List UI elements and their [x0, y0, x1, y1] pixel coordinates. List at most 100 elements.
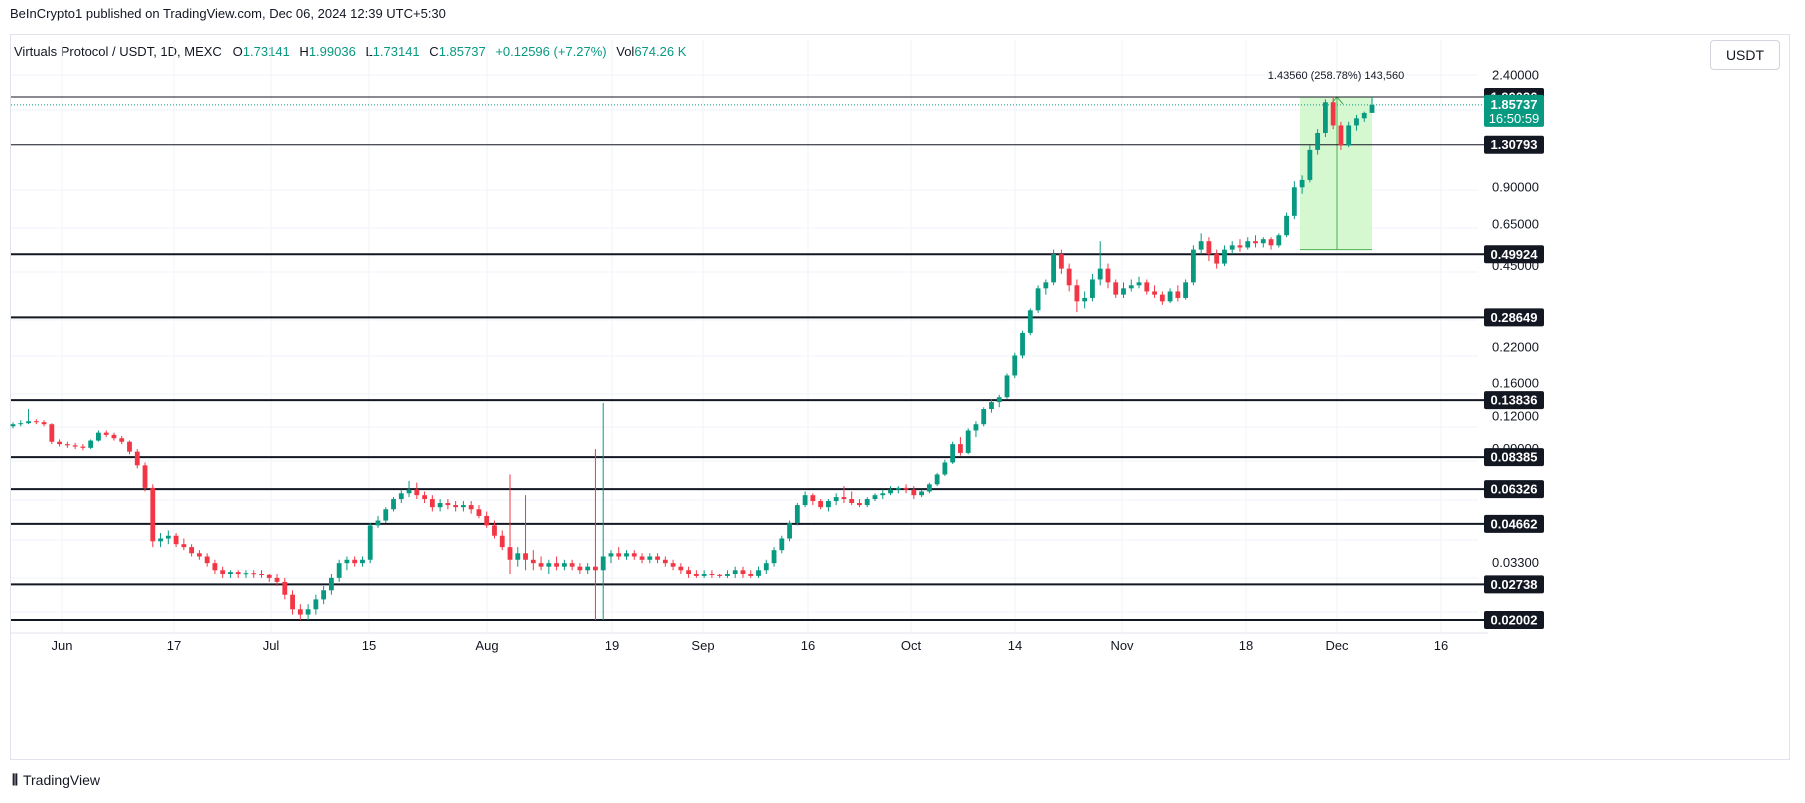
candle-body: [732, 570, 738, 575]
level-price-label: 0.02738: [1491, 577, 1538, 592]
candle-body: [1152, 291, 1157, 295]
candle-body: [1253, 241, 1258, 244]
candle-body: [981, 409, 987, 425]
candle-body: [903, 487, 909, 490]
candle-body: [328, 577, 334, 591]
candle-body: [375, 520, 381, 526]
candle-body: [554, 563, 560, 567]
ohlc-legend: Virtuals Protocol / USDT, 1D, MEXC O1.73…: [14, 44, 692, 59]
candle-body: [251, 573, 257, 575]
candle-body: [1198, 241, 1204, 250]
chart-frame: [10, 34, 1790, 760]
candle-body: [779, 538, 785, 551]
candle-body: [266, 574, 272, 578]
level-price-label: 0.13836: [1491, 393, 1538, 408]
last-price-label: 1.85737: [1491, 97, 1538, 112]
candle-body: [1245, 241, 1251, 248]
candle-body: [857, 503, 862, 506]
tradingview-brand[interactable]: ⫼ TradingView: [12, 772, 100, 788]
x-tick-label: 14: [1008, 638, 1022, 653]
close-value: 1.85737: [438, 44, 486, 59]
candle-body: [530, 559, 536, 564]
candle-body: [655, 556, 660, 560]
candle-body: [725, 574, 730, 576]
candle-body: [958, 444, 963, 453]
candle-body: [686, 570, 692, 575]
candle-body: [965, 430, 971, 453]
high-value: 1.99036: [308, 44, 356, 59]
candle-body: [693, 574, 699, 576]
candle-body: [639, 556, 645, 560]
candle-body: [367, 525, 373, 560]
change-value: +0.12596 (+7.27%): [495, 44, 607, 59]
candle-body: [297, 609, 303, 615]
close-label: C: [429, 44, 439, 59]
y-tick-label: 0.22000: [1492, 339, 1539, 354]
candle-body: [942, 462, 948, 475]
candle-body: [18, 423, 24, 425]
publisher-caption: BeInCrypto1 published on TradingView.com…: [10, 6, 446, 21]
candle-body: [134, 451, 140, 466]
candle-body: [523, 553, 528, 560]
candle-body: [748, 574, 754, 576]
candle-body: [763, 563, 769, 571]
level-price-label: 0.06326: [1491, 482, 1538, 497]
candle-body: [1051, 254, 1057, 283]
candle-body: [453, 505, 459, 508]
currency-button[interactable]: USDT: [1710, 40, 1780, 70]
candle-body: [165, 535, 171, 539]
candle-body: [1035, 288, 1041, 311]
x-tick-label: 19: [605, 638, 619, 653]
x-tick-label: 18: [1239, 638, 1253, 653]
candle-body: [41, 422, 47, 425]
candle-body: [833, 497, 839, 502]
candle-body: [849, 499, 855, 504]
candle-body: [1284, 215, 1289, 236]
candle-body: [437, 503, 443, 508]
candle-body: [150, 487, 156, 542]
y-tick-label: 0.65000: [1492, 216, 1539, 231]
candle-body: [1074, 285, 1080, 302]
level-price-tag: [1484, 514, 1544, 533]
candle-body: [1354, 118, 1359, 126]
candle-body: [585, 566, 591, 571]
candle-body: [220, 570, 226, 575]
symbol-title[interactable]: Virtuals Protocol / USDT, 1D, MEXC: [14, 44, 222, 59]
open-label: O: [232, 44, 243, 59]
candle-body: [1066, 268, 1072, 286]
candle-body: [616, 553, 622, 557]
candle-body: [468, 505, 474, 510]
candle-body: [103, 432, 109, 435]
candle-body: [771, 550, 777, 564]
candle-body: [802, 495, 808, 506]
candle-body: [189, 547, 195, 554]
candle-body: [1128, 285, 1134, 289]
candle-body: [259, 574, 264, 576]
candle-body: [569, 563, 575, 567]
candle-body: [794, 505, 800, 523]
open-value: 1.73141: [242, 44, 290, 59]
candle-body: [484, 515, 490, 526]
candle-body: [1206, 241, 1212, 255]
candle-body: [88, 440, 94, 448]
candle-body: [26, 421, 31, 424]
candle-body: [1097, 268, 1103, 280]
candle-body: [709, 574, 715, 576]
candle-body: [818, 501, 824, 508]
candle-body: [461, 505, 466, 508]
candle-body: [810, 495, 816, 502]
candle-body: [895, 487, 901, 490]
candle-body: [173, 535, 179, 545]
candle-body: [80, 446, 86, 448]
level-price-label: 1.30793: [1491, 137, 1538, 152]
candle-body: [701, 574, 707, 576]
candle-body: [624, 553, 629, 557]
candle-body: [499, 535, 505, 548]
candle-body: [398, 493, 404, 500]
brand-label: TradingView: [22, 772, 101, 788]
level-price-tag: [1484, 448, 1544, 467]
candle-body: [422, 495, 427, 500]
candle-body: [756, 570, 761, 576]
candle-body: [678, 566, 684, 571]
